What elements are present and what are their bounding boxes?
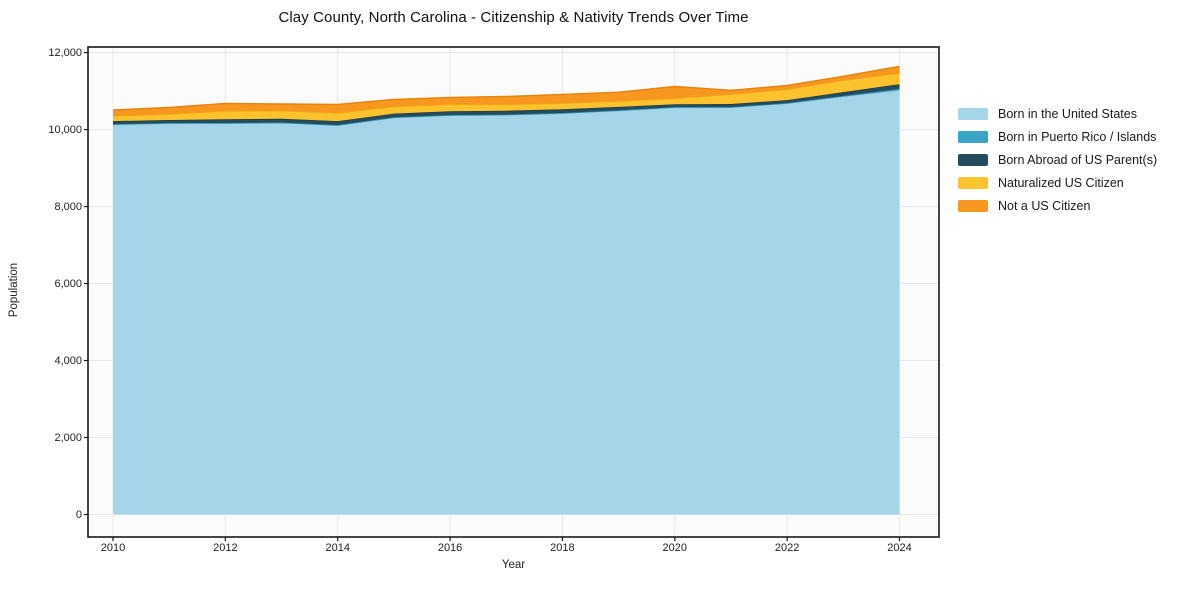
legend-label: Born Abroad of US Parent(s) bbox=[998, 152, 1158, 167]
y-tick-label: 10,000 bbox=[48, 123, 82, 136]
legend-swatch-born-in-us bbox=[958, 107, 988, 120]
area-series-3 bbox=[113, 73, 900, 122]
x-tick-label: 2020 bbox=[662, 542, 688, 554]
area-series-0 bbox=[113, 90, 900, 515]
legend: Born in the United States Born in Puerto… bbox=[958, 102, 1157, 217]
x-tick-label: 2018 bbox=[550, 542, 575, 554]
y-tick-label: 6,000 bbox=[54, 277, 82, 290]
legend-label: Born in the United States bbox=[998, 106, 1137, 121]
area-series-2 bbox=[113, 84, 900, 125]
legend-swatch-born-puerto-rico bbox=[958, 130, 988, 143]
legend-swatch-naturalized bbox=[958, 176, 988, 189]
legend-swatch-not-citizen bbox=[958, 199, 988, 212]
x-tick-label: 2024 bbox=[887, 542, 912, 554]
legend-item: Born Abroad of US Parent(s) bbox=[958, 148, 1157, 171]
y-tick-label: 12,000 bbox=[48, 46, 82, 59]
x-tick-label: 2016 bbox=[437, 542, 463, 554]
area-edge-series-4 bbox=[112, 65, 900, 111]
legend-swatch-born-abroad bbox=[958, 153, 988, 166]
x-tick-label: 2012 bbox=[213, 542, 238, 554]
legend-label: Not a US Citizen bbox=[998, 198, 1091, 213]
legend-label: Naturalized US Citizen bbox=[998, 175, 1124, 190]
x-axis-label: Year bbox=[501, 559, 526, 571]
y-tick-label: 2,000 bbox=[54, 431, 82, 444]
legend-item: Born in Puerto Rico / Islands bbox=[958, 125, 1157, 148]
y-tick-label: 0 bbox=[75, 508, 82, 521]
legend-label: Born in Puerto Rico / Islands bbox=[998, 129, 1157, 144]
chart-title: Clay County, North Carolina - Citizenshi… bbox=[278, 9, 749, 26]
legend-item: Not a US Citizen bbox=[958, 194, 1157, 217]
legend-item: Naturalized US Citizen bbox=[958, 171, 1157, 194]
x-tick-label: 2022 bbox=[774, 542, 800, 554]
plot-border bbox=[87, 46, 940, 538]
legend-item: Born in the United States bbox=[958, 102, 1157, 125]
y-tick-label: 4,000 bbox=[54, 354, 82, 367]
y-tick-label: 8,000 bbox=[54, 200, 82, 213]
area-series-4 bbox=[113, 66, 900, 117]
x-tick-label: 2010 bbox=[100, 542, 126, 554]
x-tick-label: 2014 bbox=[325, 542, 350, 554]
